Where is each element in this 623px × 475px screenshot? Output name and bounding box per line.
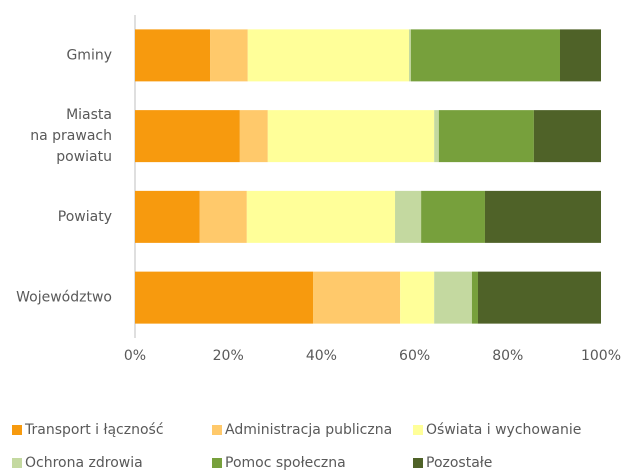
- legend-swatch: [413, 425, 423, 435]
- bar-segment: [559, 29, 601, 82]
- legend-swatch: [12, 425, 22, 435]
- bar-segment: [246, 190, 396, 243]
- x-tick-label: 40%: [306, 348, 337, 364]
- y-tick-label: Gminy: [66, 47, 112, 63]
- bar-segment: [135, 190, 200, 243]
- legend-label: Pozostałe: [426, 455, 492, 471]
- legend-swatch: [212, 458, 222, 468]
- bar-segment: [239, 110, 268, 163]
- bar-segment: [421, 190, 485, 243]
- legend-swatch: [413, 458, 423, 468]
- bar-segment: [434, 110, 439, 163]
- y-tick-label: Powiaty: [58, 209, 112, 225]
- bar-segment: [267, 110, 435, 163]
- x-tick-label: 100%: [581, 348, 621, 364]
- y-tick-label: Miasta na prawach powiatu: [30, 107, 112, 165]
- bar-segment: [395, 190, 422, 243]
- bar-segment: [135, 271, 314, 324]
- y-tick-label: Województwo: [16, 290, 112, 306]
- bar-segment: [247, 29, 410, 82]
- legend-label: Transport i łączność: [24, 422, 164, 438]
- bar-segment: [484, 190, 601, 243]
- x-tick-label: 20%: [213, 348, 244, 364]
- bar-segment: [410, 29, 560, 82]
- bar-segment: [471, 271, 478, 324]
- bar-segment: [313, 271, 401, 324]
- x-tick-label: 60%: [399, 348, 430, 364]
- legend-label: Oświata i wychowanie: [426, 422, 581, 438]
- bar-segment: [477, 271, 601, 324]
- bar-segment: [434, 271, 472, 324]
- bar-segment: [400, 271, 435, 324]
- bar-segment: [199, 190, 247, 243]
- bar-segment: [210, 29, 248, 82]
- legend-label: Ochrona zdrowia: [25, 455, 143, 471]
- bar-segment: [135, 110, 240, 163]
- x-tick-label: 80%: [492, 348, 523, 364]
- bar-segment: [409, 29, 411, 82]
- x-tick-label: 0%: [124, 348, 146, 364]
- legend-label: Administracja publiczna: [225, 422, 392, 438]
- legend-label: Pomoc społeczna: [225, 455, 346, 471]
- legend-swatch: [12, 458, 22, 468]
- bar-segment: [438, 110, 534, 163]
- bar-segment: [533, 110, 601, 163]
- legend-swatch: [212, 425, 222, 435]
- bar-segment: [135, 29, 211, 82]
